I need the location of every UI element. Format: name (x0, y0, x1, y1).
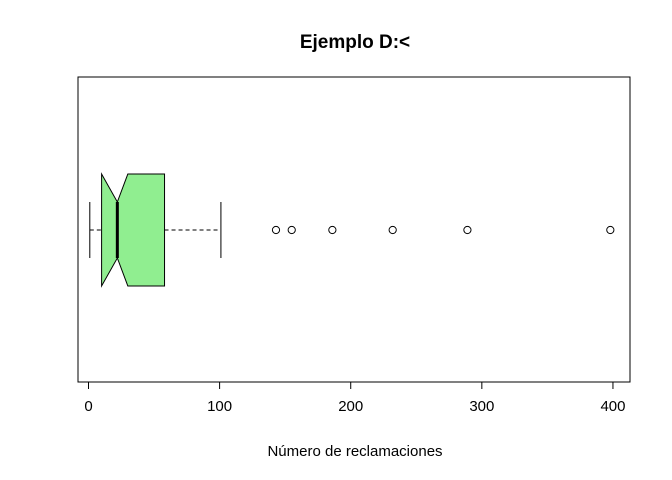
x-axis: 0 100 200 300 400 (84, 381, 625, 415)
outlier-point (287, 225, 296, 235)
x-tick-label: 100 (207, 398, 232, 415)
x-tick-label: 200 (338, 398, 363, 415)
x-axis-label: Número de reclamaciones (267, 443, 442, 460)
outlier-point (463, 225, 472, 235)
outlier-point (271, 225, 281, 235)
x-tick-label: 0 (84, 398, 92, 415)
x-tick-label: 300 (469, 398, 494, 415)
outlier-point (388, 225, 397, 235)
outlier-point (606, 225, 615, 235)
chart-title: Ejemplo D:< (300, 32, 410, 53)
outlier-point (328, 225, 337, 235)
notched-box (101, 172, 166, 288)
x-tick-label: 400 (600, 398, 625, 415)
boxplot-group (89, 172, 615, 288)
